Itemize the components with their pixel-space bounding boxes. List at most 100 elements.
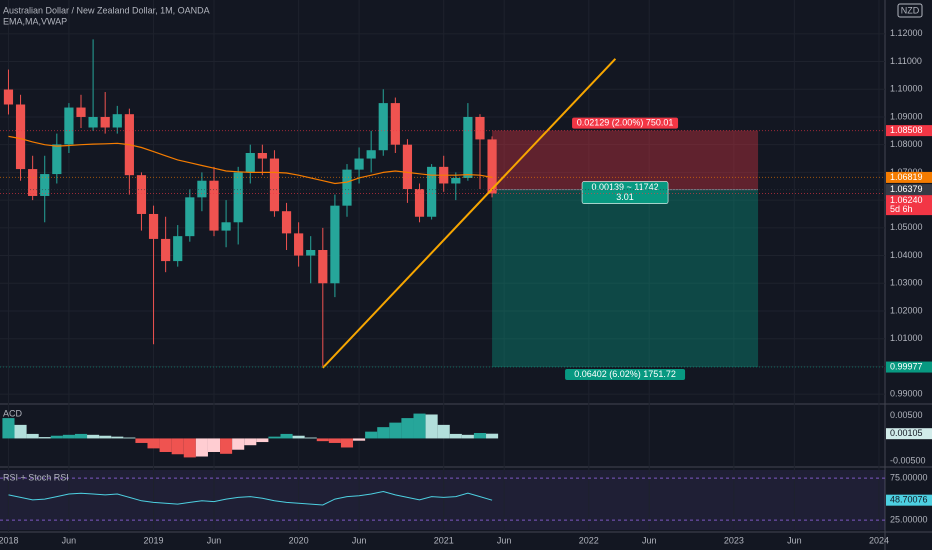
candle-body	[294, 233, 304, 256]
candle-body	[318, 250, 328, 284]
y-tick-label: 1.08000	[890, 139, 923, 149]
x-tick-label: Jun	[352, 535, 367, 545]
rsi-tick-label: 75.00000	[890, 472, 928, 482]
y-tick-label: 1.12000	[890, 28, 923, 38]
entry-label-box	[581, 181, 669, 204]
macd-bar	[353, 438, 366, 441]
x-tick-label: Jun	[497, 535, 512, 545]
macd-bar	[389, 422, 402, 439]
x-tick-label: 2020	[289, 535, 309, 545]
macd-bar	[159, 438, 172, 452]
rsi-last-box	[886, 494, 932, 506]
macd-bar	[365, 431, 378, 439]
x-tick-label: Jun	[207, 535, 222, 545]
trendline	[322, 58, 617, 369]
candle-body	[306, 250, 316, 256]
macd-bar	[413, 413, 426, 439]
rsi-band	[0, 470, 885, 530]
candle-body	[88, 116, 98, 128]
price-tag: 1.08508	[890, 125, 923, 135]
candle-body	[197, 180, 207, 198]
ratio-label: 3.01	[616, 192, 634, 202]
x-tick-label: 2023	[724, 535, 744, 545]
x-tick-label: 2024	[869, 535, 889, 545]
candle-body	[245, 152, 255, 173]
indicators: EMA,MA,VWAP	[3, 16, 67, 26]
macd-bar	[171, 438, 184, 455]
macd-bar	[2, 418, 15, 439]
price-tag-box	[886, 361, 932, 373]
candle-body	[161, 238, 171, 262]
candle-body	[427, 166, 437, 217]
macd-bar	[256, 438, 269, 443]
y-tick-label: 1.09000	[890, 111, 923, 121]
price-tag: 0.99977	[890, 361, 923, 371]
x-tick-label: Jun	[642, 535, 657, 545]
candle-body	[64, 107, 74, 145]
macd-bar	[123, 437, 136, 439]
macd-bar	[316, 438, 329, 442]
candle-body	[136, 175, 147, 214]
macd-bar	[280, 433, 293, 439]
candle-body	[173, 236, 183, 262]
macd-bar	[304, 437, 317, 439]
candle-body	[390, 103, 400, 145]
macd-bar	[461, 434, 474, 439]
candle-body	[148, 213, 159, 239]
currency[interactable]: NZD	[901, 5, 920, 15]
x-tick-label: 2021	[434, 535, 454, 545]
macd-bar	[328, 438, 341, 443]
macd-bar	[232, 438, 245, 450]
macd-bar	[486, 433, 499, 439]
rsi-title: RSI + Stoch RSI	[3, 472, 69, 482]
y-tick-label: 1.03000	[890, 278, 923, 288]
countdown: 5d 6h	[890, 204, 913, 214]
candle-body	[221, 222, 231, 231]
price-tag-box	[886, 195, 932, 216]
macd-bar	[99, 435, 112, 439]
candle-body	[451, 177, 461, 184]
macd-bar	[473, 433, 487, 439]
stop-zone	[492, 130, 759, 190]
entry-label: 0.00139 ~ 11742	[591, 182, 658, 192]
y-tick-label: 0.99000	[890, 389, 923, 399]
macd-tick-label: -0.00500	[890, 455, 926, 465]
x-tick-label: Jun	[787, 535, 802, 545]
macd-bar	[135, 438, 148, 443]
candle-body	[76, 107, 86, 117]
x-tick-label: Jun	[62, 535, 77, 545]
candle-body	[487, 139, 497, 194]
macd-bar	[437, 424, 450, 439]
rsi-last: 48.70076	[890, 495, 928, 505]
candle-body	[185, 197, 195, 237]
candle-body	[28, 169, 38, 196]
y-tick-label: 1.01000	[890, 333, 923, 343]
rsi-tick-label: 25.00000	[890, 514, 928, 524]
y-tick-label: 1.11000	[890, 56, 922, 66]
macd-bar	[195, 438, 208, 457]
macd-bar	[62, 434, 75, 439]
target-label-box	[565, 369, 686, 381]
macd-bar	[449, 433, 462, 439]
stop-label-box	[572, 117, 679, 129]
macd-bar	[292, 435, 305, 439]
stop-label: 0.02129 (2.00%) 750.01	[577, 117, 674, 127]
price-tag: 1.06379	[890, 184, 923, 194]
x-tick-label: 2018	[0, 535, 18, 545]
y-tick-label: 1.05000	[890, 222, 923, 232]
macd-last: 0.00105	[890, 428, 923, 438]
y-tick-label: 1.02000	[890, 305, 923, 315]
macd-last-box	[886, 428, 932, 440]
target-label: 0.06402 (6.02%) 1751.72	[574, 369, 676, 379]
macd-bar	[377, 427, 390, 439]
candle-body	[281, 211, 292, 234]
candle-body	[366, 150, 376, 159]
x-tick-label: 2019	[144, 535, 164, 545]
candle-body	[414, 189, 425, 217]
macd-bar	[147, 438, 160, 449]
currency-box[interactable]	[897, 3, 923, 18]
candle-body	[378, 103, 388, 151]
macd-tick-label: 0.00500	[890, 410, 923, 420]
